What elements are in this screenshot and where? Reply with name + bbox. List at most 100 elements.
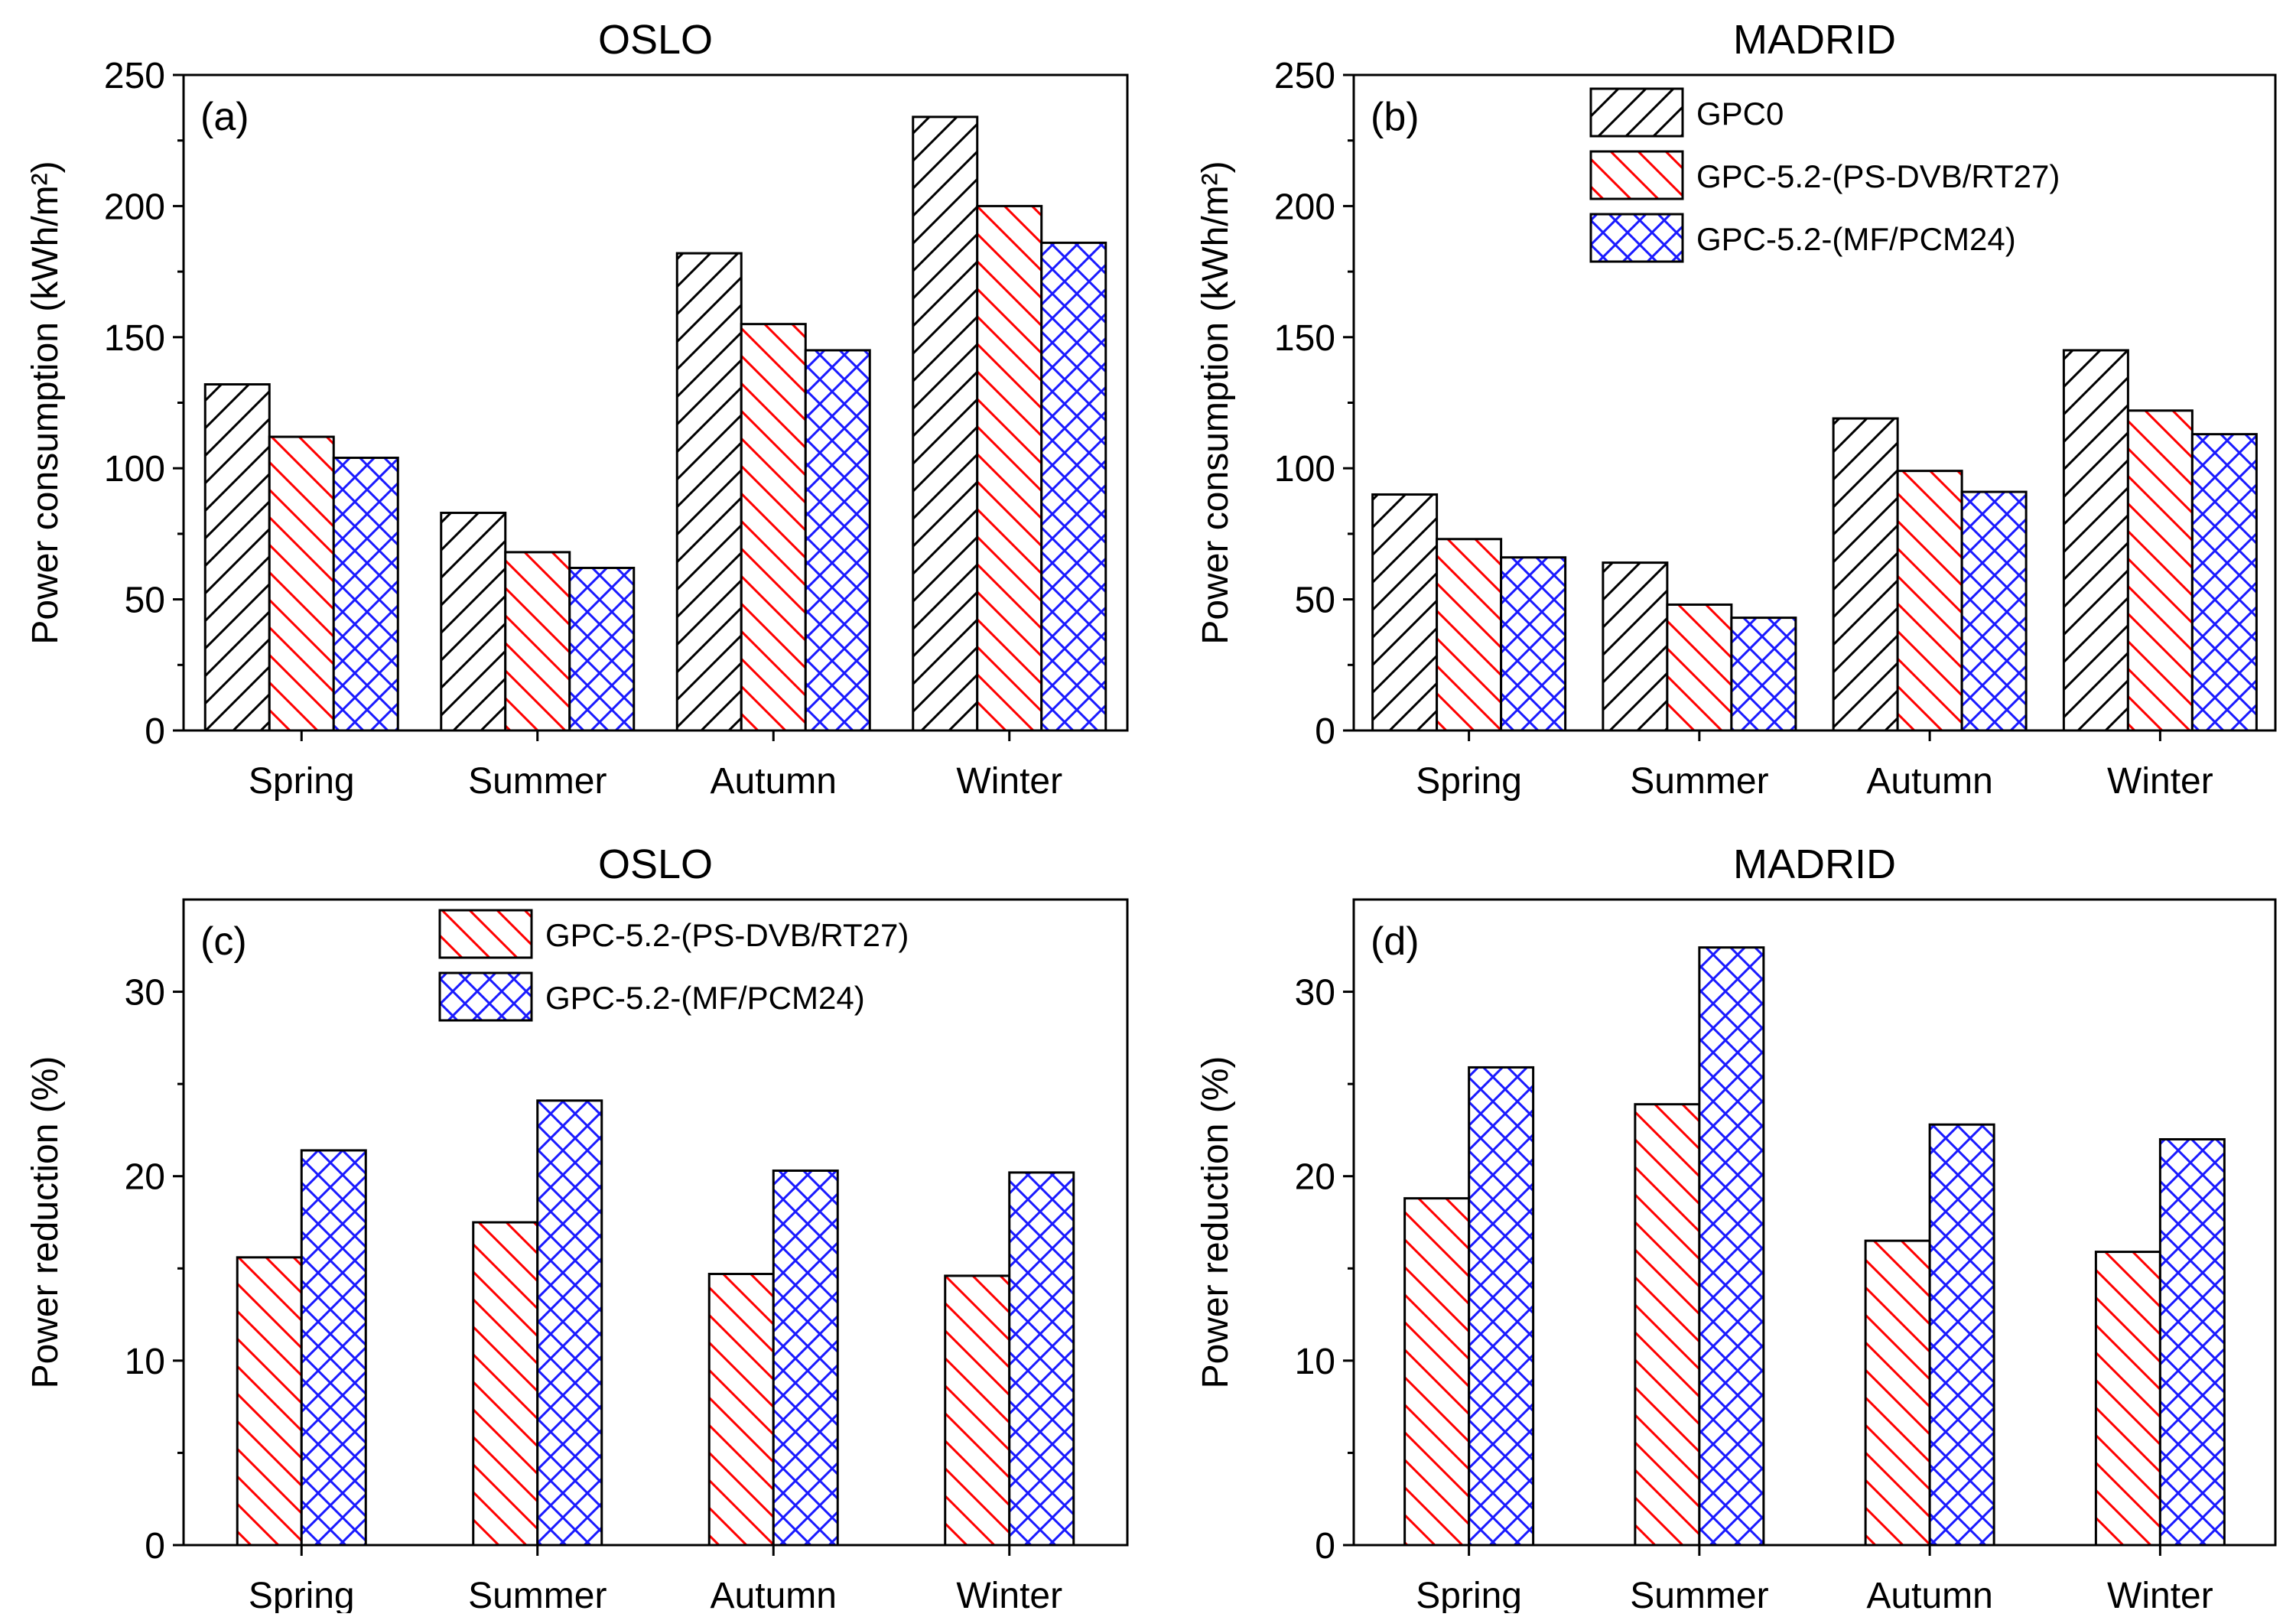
bar-a-black-hatch-winter	[912, 116, 979, 732]
x-tick-label-b: Autumn	[1866, 761, 1992, 802]
x-tick-label-a: Summer	[468, 761, 607, 802]
y-tick-label-d: 0	[1315, 1526, 1335, 1567]
y-tick-label-d: 20	[1295, 1157, 1335, 1198]
x-tick-label-d: Winter	[2107, 1576, 2213, 1613]
panel-label-c: (c)	[200, 919, 247, 964]
panel-label-d: (d)	[1371, 919, 1420, 964]
bar-a-black-hatch-autumn	[675, 252, 743, 732]
bar-b-black-hatch-spring	[1371, 493, 1439, 732]
bar-b-red-hatch-autumn	[1896, 470, 1963, 732]
bar-a-black-hatch-spring	[203, 383, 271, 732]
legend-b: GPC0 GPC-5.2-(PS-DVB/RT27) GPC-5.2-(MF/PCM…	[1589, 87, 2060, 263]
x-tick-label-c: Summer	[468, 1576, 607, 1613]
bar-a-red-hatch-autumn	[740, 323, 807, 732]
y-tick-label-c: 20	[125, 1157, 165, 1198]
legend-swatch-blue-cross	[438, 971, 533, 1022]
chart-title-b: MADRID	[1733, 17, 1896, 63]
chart-title-c: OSLO	[598, 841, 713, 887]
panel-c: 0 10 20 30 Spring Summer Autumn Winter OSLO (c) Po…	[25, 841, 1129, 1616]
legend-c: GPC-5.2-(PS-DVB/RT27) GPC-5.2-(MF/PCM24)	[438, 909, 909, 1022]
bar-c-blue-cross-spring	[300, 1149, 367, 1547]
bar-d-red-hatch-summer	[1634, 1103, 1701, 1547]
x-tick-label-c: Winter	[956, 1576, 1062, 1613]
bar-b-black-hatch-winter	[2062, 349, 2129, 732]
bar-d-blue-cross-winter	[2158, 1137, 2226, 1547]
panel-b: 0 50 100 150 200 250 Spring Summer Autumn Winter M…	[1195, 17, 2277, 802]
bar-c-blue-cross-summer	[536, 1099, 603, 1547]
y-tick-label-a: 250	[104, 56, 165, 96]
y-tick-label-c: 30	[125, 973, 165, 1013]
bar-c-red-hatch-summer	[472, 1221, 539, 1547]
bar-d-blue-cross-autumn	[1928, 1123, 1995, 1547]
legend-label-blue-cross: GPC-5.2-(MF/PCM24)	[545, 980, 865, 1016]
legend-swatch-blue-cross	[1589, 213, 1684, 263]
bar-d-blue-cross-spring	[1468, 1066, 1535, 1547]
bar-b-black-hatch-summer	[1602, 561, 1669, 732]
legend-label-red-hatch: GPC-5.2-(PS-DVB/RT27)	[545, 917, 909, 953]
y-tick-label-a: 0	[145, 711, 165, 752]
plot-frame-c	[182, 898, 1129, 1547]
bar-d-red-hatch-spring	[1403, 1197, 1471, 1547]
y-tick-label-a: 50	[125, 581, 165, 621]
bar-c-red-hatch-spring	[236, 1256, 303, 1547]
x-tick-label-b: Winter	[2107, 761, 2213, 802]
x-tick-label-a: Winter	[956, 761, 1062, 802]
bar-d-red-hatch-autumn	[1864, 1239, 1931, 1547]
bar-d-blue-cross-summer	[1698, 946, 1765, 1547]
x-tick-label-b: Summer	[1630, 761, 1768, 802]
legend-label-black-hatch: GPC0	[1696, 96, 1784, 132]
bar-b-red-hatch-winter	[2126, 409, 2194, 732]
x-tick-label-d: Autumn	[1866, 1576, 1992, 1613]
panel-a: 0 50 100 150 200 250 Spring Summer Autumn Winter O…	[25, 17, 1129, 802]
chart-title-d: MADRID	[1733, 841, 1896, 887]
y-tick-label-b: 50	[1295, 581, 1335, 621]
bar-a-blue-cross-summer	[568, 566, 636, 732]
legend-swatch-red-hatch	[438, 909, 533, 959]
bar-a-blue-cross-autumn	[804, 349, 871, 732]
bar-a-blue-cross-spring	[332, 456, 399, 732]
legend-swatch-red-hatch	[1589, 150, 1684, 200]
bar-b-blue-cross-autumn	[1960, 490, 2028, 732]
bar-c-blue-cross-autumn	[772, 1169, 839, 1547]
bar-c-red-hatch-autumn	[707, 1273, 775, 1547]
bar-b-black-hatch-autumn	[1832, 417, 1899, 732]
legend-label-red-hatch: GPC-5.2-(PS-DVB/RT27)	[1696, 158, 2060, 194]
bar-b-red-hatch-summer	[1666, 603, 1733, 732]
y-axis-label-c: Power reduction (%)	[25, 1056, 66, 1389]
y-tick-label-b: 0	[1315, 711, 1335, 752]
y-tick-label-c: 0	[145, 1526, 165, 1567]
bar-a-red-hatch-spring	[268, 435, 335, 732]
x-tick-label-b: Spring	[1416, 761, 1522, 802]
bar-a-black-hatch-summer	[440, 511, 507, 732]
legend-label-blue-cross: GPC-5.2-(MF/PCM24)	[1696, 221, 2016, 257]
panel-d: 0 10 20 30 Spring Summer Autumn Winter MADRID (d)…	[1195, 841, 2277, 1616]
y-tick-label-b: 150	[1274, 318, 1335, 359]
bar-b-blue-cross-winter	[2190, 433, 2258, 732]
chart-title-a: OSLO	[598, 17, 713, 63]
x-tick-label-a: Autumn	[711, 761, 837, 802]
bar-a-red-hatch-winter	[976, 204, 1043, 732]
y-tick-label-b: 250	[1274, 56, 1335, 96]
bar-b-blue-cross-spring	[1500, 556, 1567, 732]
y-tick-label-a: 150	[104, 318, 165, 359]
y-axis-label-b: Power consumption (kWh/m²)	[1195, 161, 1236, 644]
bar-b-blue-cross-summer	[1730, 617, 1797, 732]
x-tick-label-d: Summer	[1630, 1576, 1768, 1613]
y-tick-label-a: 100	[104, 449, 165, 490]
x-tick-label-c: Autumn	[711, 1576, 837, 1613]
legend-swatch-black-hatch	[1589, 87, 1684, 138]
panel-label-b: (b)	[1371, 95, 1420, 139]
x-tick-label-a: Spring	[249, 761, 355, 802]
bar-a-red-hatch-summer	[504, 551, 571, 732]
x-tick-label-c: Spring	[249, 1576, 355, 1613]
y-tick-label-b: 200	[1274, 187, 1335, 227]
y-tick-label-b: 100	[1274, 449, 1335, 490]
y-tick-label-a: 200	[104, 187, 165, 227]
y-axis-label-a: Power consumption (kWh/m²)	[25, 161, 66, 644]
y-tick-label-c: 10	[125, 1342, 165, 1382]
y-axis-label-d: Power reduction (%)	[1195, 1056, 1236, 1389]
x-tick-label-d: Spring	[1416, 1576, 1522, 1613]
y-tick-label-d: 10	[1295, 1342, 1335, 1382]
